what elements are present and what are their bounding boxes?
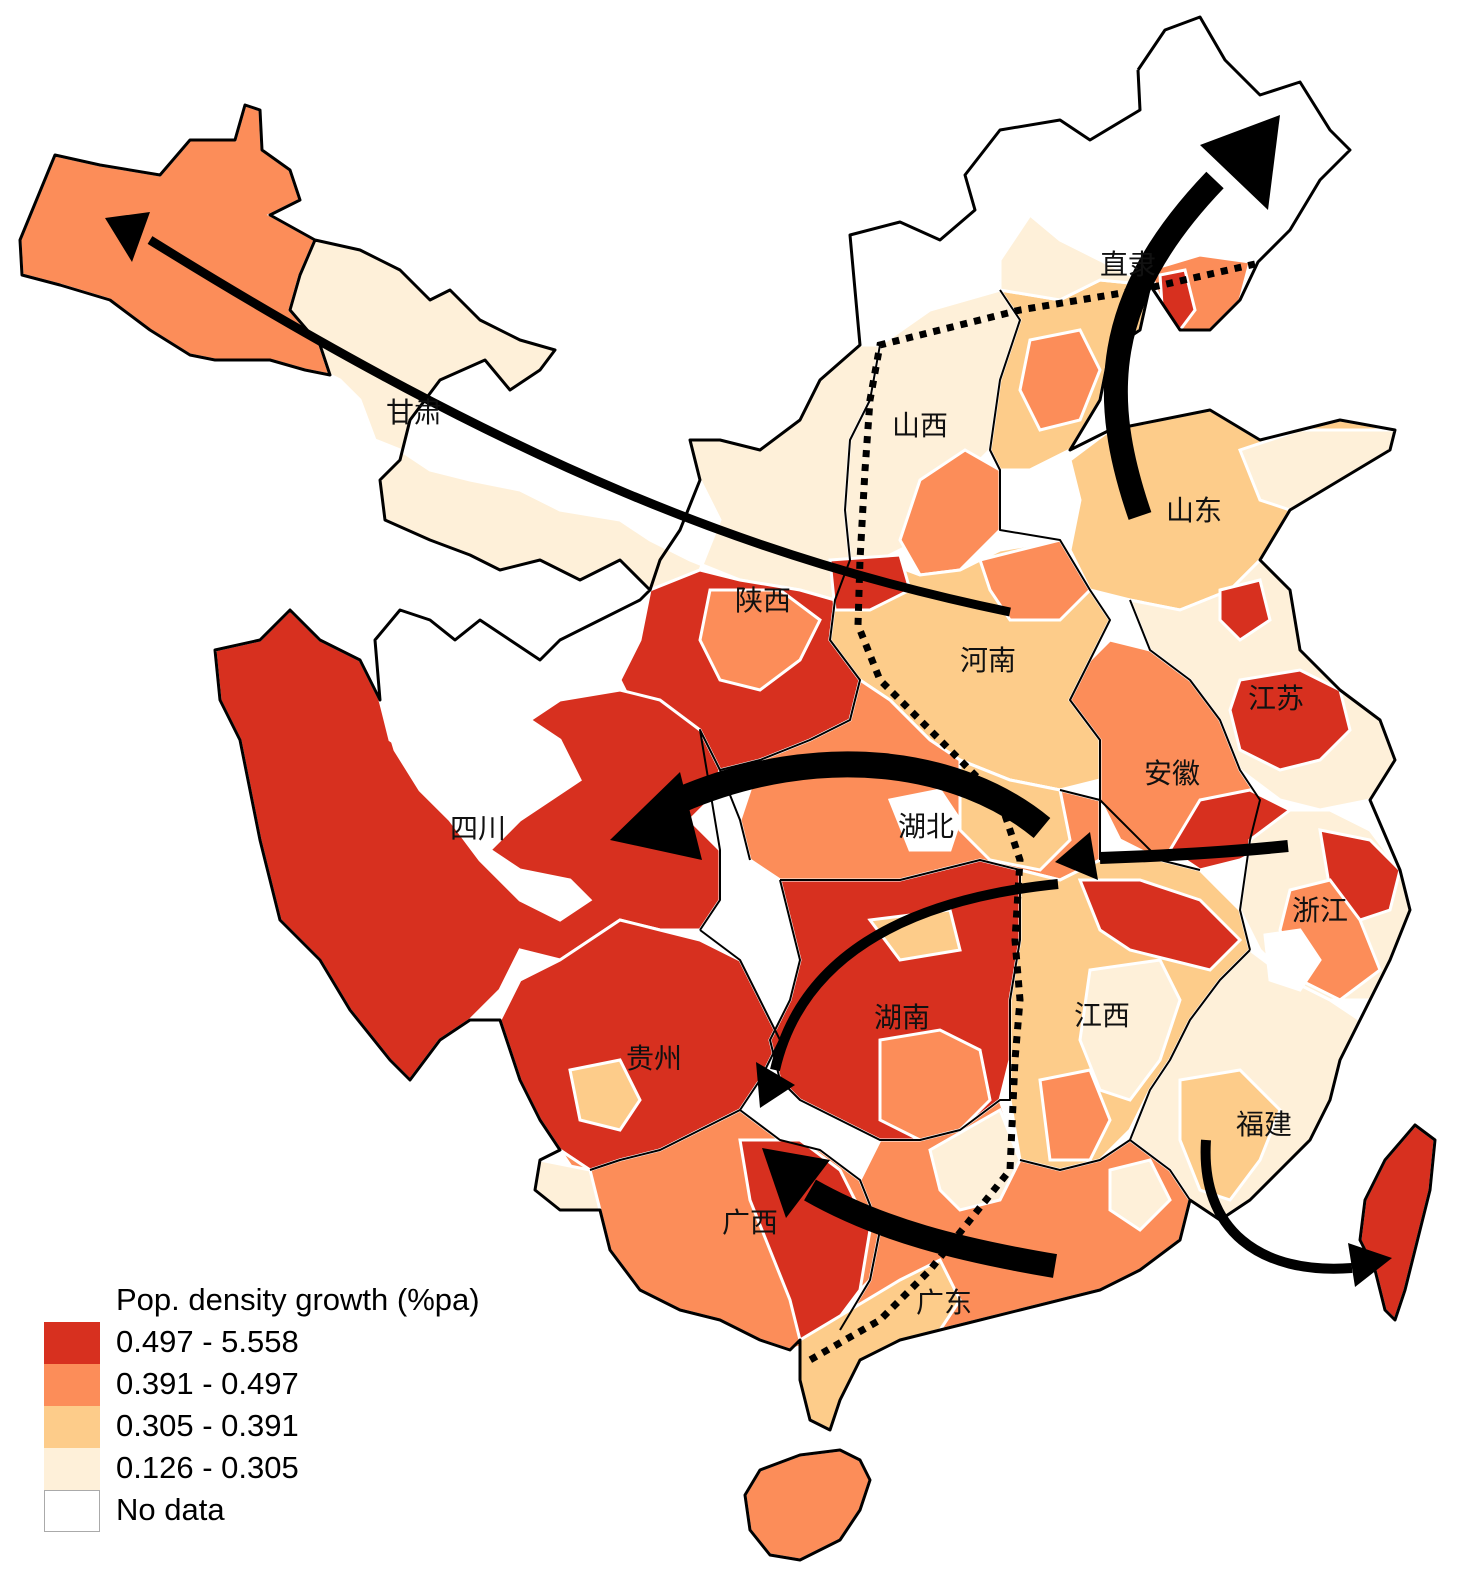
region-guangdong-cream2 — [1108, 1158, 1172, 1232]
region-shaanxi-orange — [698, 588, 822, 692]
label-henan: 河南 — [960, 644, 1016, 677]
legend-label: 0.391 - 0.497 — [116, 1366, 299, 1401]
arrowhead-zhejiang-to-hubei — [1055, 832, 1098, 880]
region-hainan — [743, 1448, 872, 1562]
legend-label: 0.126 - 0.305 — [116, 1450, 299, 1485]
label-shanxi: 山西 — [892, 409, 948, 442]
arrowhead-fujian-to-taiwan — [1348, 1243, 1392, 1287]
label-guangxi: 广西 — [722, 1206, 778, 1239]
label-hunan: 湖南 — [874, 1001, 930, 1034]
region-guizhou-light — [568, 1058, 642, 1132]
region-fujian-nodata — [1263, 928, 1322, 992]
legend-item: 0.497 - 5.558 — [42, 1322, 522, 1364]
migration-arrows — [105, 115, 1392, 1287]
label-jiangxi: 江西 — [1074, 999, 1130, 1032]
legend-label: 0.497 - 5.558 — [116, 1324, 299, 1359]
region-hubei-nodata — [887, 788, 962, 852]
region-gansu-east — [288, 238, 882, 602]
arrow-hubei-to-guizhou — [770, 879, 1059, 1072]
legend-label: 0.305 - 0.391 — [116, 1408, 299, 1443]
arrow-henan-to-gansu — [147, 236, 1011, 617]
province-borders — [589, 289, 1261, 1331]
label-hubei: 湖北 — [898, 810, 954, 843]
label-jiangsu: 江苏 — [1248, 682, 1304, 715]
arrowhead-shandong-to-northeast — [1200, 115, 1280, 210]
legend-swatch-no-data — [44, 1490, 100, 1532]
region-guangdong-cream — [928, 1107, 1022, 1212]
label-zhejiang: 浙江 — [1292, 894, 1348, 927]
arrow-hubei-to-sichuan — [674, 751, 1051, 839]
arrowhead-henan-to-gansu — [105, 212, 150, 262]
province-labels: 甘肃 山西 直隶 山东 陕西 河南 江苏 安徽 四川 湖北 浙江 湖南 江西 贵… — [386, 248, 1348, 1319]
legend-item: 0.126 - 0.305 — [42, 1448, 522, 1490]
label-guangdong: 广东 — [916, 1286, 972, 1319]
region-sichuan-nodata — [378, 678, 593, 922]
region-shanxi-south — [898, 448, 1002, 577]
label-zhili: 直隶 — [1100, 248, 1156, 281]
legend-swatch-light-orange — [44, 1406, 100, 1448]
arrow-zhejiang-to-hubei — [1099, 840, 1289, 864]
coastline-outline — [18, 15, 1437, 1562]
legend-label: No data — [116, 1492, 225, 1527]
label-gansu: 甘肃 — [386, 396, 442, 429]
legend-swatch-red — [44, 1322, 100, 1364]
legend-item: 0.391 - 0.497 — [42, 1364, 522, 1406]
arrow-fujian-to-taiwan — [1200, 1139, 1353, 1274]
region-gansu-west — [18, 103, 333, 377]
legend-title: Pop. density growth (%pa) — [116, 1282, 480, 1317]
region-taiwan — [1358, 1122, 1437, 1323]
label-guizhou: 贵州 — [626, 1042, 682, 1075]
arrow-shandong-to-northeast — [1103, 171, 1224, 520]
label-shandong: 山东 — [1166, 494, 1222, 527]
legend-item: No data — [42, 1490, 522, 1532]
region-jiangsu-red — [1228, 668, 1352, 772]
region-zhili-orange — [1018, 328, 1102, 432]
label-anhui: 安徽 — [1144, 757, 1200, 790]
arrowhead-hubei-to-sichuan — [610, 772, 702, 860]
arrowhead-guangdong-to-guangxi — [762, 1148, 830, 1218]
label-shaanxi: 陕西 — [735, 584, 791, 617]
region-jiangxi-cream — [1078, 958, 1182, 1102]
label-fujian: 福建 — [1236, 1108, 1292, 1141]
arrowhead-hubei-to-guizhou — [756, 1062, 795, 1108]
region-jiangsu-red-north — [1218, 578, 1272, 642]
region-jiangxi-red — [1077, 878, 1243, 972]
region-jiangxi-orange — [1038, 1068, 1112, 1162]
label-sichuan: 四川 — [450, 812, 506, 845]
legend-item: 0.305 - 0.391 — [42, 1406, 522, 1448]
legend-swatch-cream — [44, 1448, 100, 1490]
region-shandong-cream — [1238, 428, 1397, 512]
region-hunan-orange — [878, 1028, 992, 1142]
legend-swatch-orange — [44, 1364, 100, 1406]
arrow-guangdong-to-guangxi — [804, 1179, 1057, 1278]
